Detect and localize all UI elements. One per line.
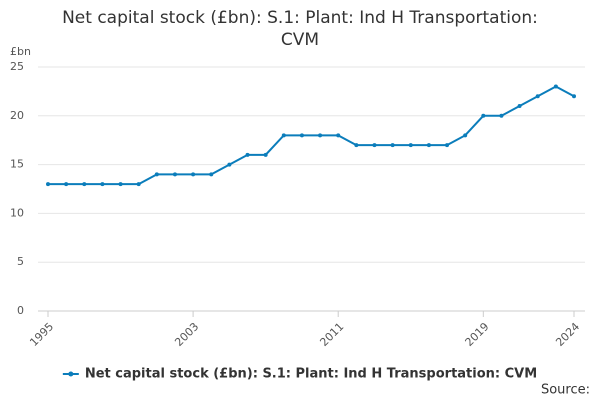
data-point	[245, 152, 250, 157]
legend-item: Net capital stock (£bn): S.1: Plant: Ind…	[62, 367, 537, 382]
data-point	[336, 133, 341, 138]
y-tick-label: 15	[10, 158, 24, 171]
data-point	[136, 182, 141, 187]
x-tick-label: 2011	[317, 320, 346, 349]
data-point	[535, 94, 540, 99]
data-point	[118, 182, 123, 187]
data-point	[354, 143, 359, 148]
data-point	[209, 172, 214, 177]
data-point	[299, 133, 304, 138]
x-tick-label: 1995	[27, 320, 56, 349]
data-point	[64, 182, 69, 187]
legend-swatch-dot	[68, 371, 74, 377]
data-point	[372, 143, 377, 148]
source: Source:	[541, 383, 590, 398]
data-point	[82, 182, 87, 187]
y-axis-label: £bn	[10, 45, 31, 58]
data-point	[46, 182, 50, 187]
data-point	[572, 94, 576, 99]
x-tick-label: 2019	[463, 320, 492, 349]
x-tick-label: 2003	[172, 320, 201, 349]
data-point	[227, 162, 232, 167]
y-tick-label: 25	[10, 60, 24, 73]
x-tick-label: 2024	[553, 320, 582, 349]
data-point	[154, 172, 159, 177]
data-point	[100, 182, 105, 187]
data-point	[191, 172, 196, 177]
y-tick-label: 20	[10, 109, 24, 122]
legend-label: Net capital stock (£bn): S.1: Plant: Ind…	[85, 367, 537, 382]
data-point	[318, 133, 323, 138]
chart-title: Net capital stock (£bn): S.1: Plant: Ind…	[62, 8, 538, 50]
data-point	[553, 84, 558, 89]
y-tick-label: 0	[17, 304, 24, 317]
data-point	[426, 143, 431, 148]
data-point	[499, 113, 504, 118]
y-tick-label: 10	[10, 206, 24, 219]
data-point	[281, 133, 286, 138]
series-line	[48, 85, 575, 186]
data-point	[408, 143, 413, 148]
y-tick-label: 5	[17, 255, 24, 268]
data-point	[445, 143, 450, 148]
data-point	[172, 172, 177, 177]
data-point	[463, 133, 468, 138]
data-point	[390, 143, 395, 148]
data-point	[517, 104, 522, 109]
data-point	[263, 152, 268, 157]
data-point	[481, 113, 486, 118]
